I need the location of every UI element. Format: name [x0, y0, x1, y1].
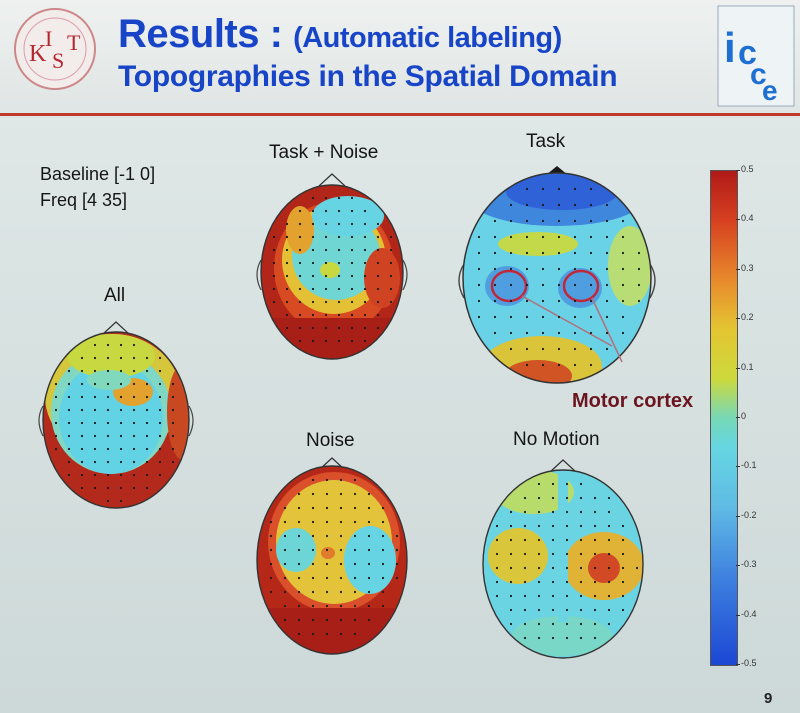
icce-logo: i c c e: [717, 5, 795, 107]
label-task: Task: [526, 131, 566, 152]
slide-subtitle: Topographies in the Spatial Domain: [118, 60, 618, 93]
colorbar-tick-label: 0.2: [741, 312, 754, 323]
colorbar-tick-label: -0.1: [741, 460, 757, 471]
title-main: Results :: [118, 12, 283, 56]
colorbar-tick-label: -0.5: [741, 658, 757, 668]
colorbar-tickmark: [736, 219, 740, 221]
colorbar-tickmark: [736, 367, 740, 369]
label-noise: Noise: [306, 430, 355, 451]
topomap-task-noise: [256, 173, 408, 360]
page-number: 9: [764, 690, 773, 707]
slide-title: Results : (Automatic labeling): [118, 12, 562, 57]
label-no-motion: No Motion: [513, 429, 600, 450]
colorbar-tickmark: [736, 268, 740, 270]
topomap-task: [458, 166, 656, 384]
colorbar-tick-label: 0.4: [741, 213, 754, 224]
colorbar-tick-label: 0: [741, 411, 747, 421]
colorbar-tickmark: [736, 170, 740, 171]
svg-text:T: T: [67, 30, 81, 55]
colorbar-tickmark: [736, 318, 740, 320]
topomap-no-motion: [482, 459, 644, 659]
svg-text:i: i: [724, 24, 736, 71]
colorbar-tickmark: [736, 664, 740, 665]
slide-header: [0, 0, 800, 118]
colorbar-tickmark: [736, 417, 740, 418]
baseline-note: Baseline [-1 0]: [40, 164, 156, 184]
colorbar-tickmark: [736, 466, 740, 468]
colorbar-tickmark: [736, 515, 740, 517]
colorbar-tickmark: [736, 565, 740, 567]
label-all: All: [104, 285, 126, 306]
colorbar-tick-label: -0.2: [741, 509, 757, 520]
svg-text:S: S: [52, 48, 64, 73]
svg-text:e: e: [762, 75, 778, 106]
header-rule: [0, 113, 800, 116]
colorbar-tick-label: -0.4: [741, 608, 757, 619]
label-task-noise: Task + Noise: [269, 142, 379, 163]
colorbar-tickmark: [736, 614, 740, 616]
svg-text:c: c: [750, 58, 767, 91]
svg-text:K: K: [29, 41, 47, 67]
svg-text:I: I: [45, 26, 52, 51]
topomap-all: [38, 321, 194, 509]
topomap-noise: [256, 457, 408, 655]
kist-logo: K I S T: [14, 8, 96, 90]
colorbar-tick-label: 0.5: [741, 164, 754, 174]
colorbar-tick-label: 0.1: [741, 361, 754, 372]
title-sub: (Automatic labeling): [293, 22, 562, 54]
colorbar: [710, 170, 738, 666]
motor-cortex-label: Motor cortex: [572, 390, 694, 412]
colorbar-tick-label: -0.3: [741, 559, 757, 570]
freq-note: Freq [4 35]: [40, 190, 128, 210]
svg-text:c: c: [738, 34, 757, 72]
colorbar-tick-label: 0.3: [741, 262, 754, 273]
